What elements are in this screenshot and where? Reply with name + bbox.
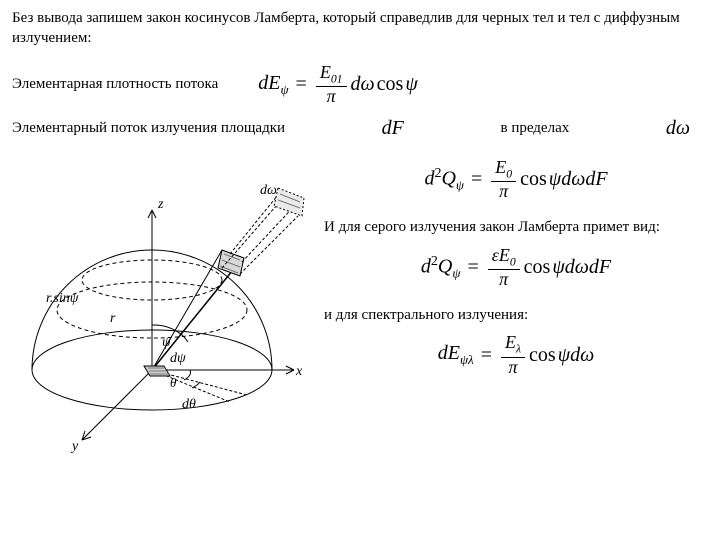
sym-domega: dω xyxy=(666,117,690,140)
label-limits: в пределах xyxy=(500,120,569,137)
para-grey: И для серого излучения закон Ламберта пр… xyxy=(324,218,708,238)
label-psi: ψ xyxy=(162,335,171,350)
axis-x-label: x xyxy=(295,364,303,379)
row-flux-density: Элементарная плотность потока dEψ = E01 … xyxy=(12,63,708,107)
axis-z-label: z xyxy=(157,197,164,212)
eq-d2Q: d2Qψ = E0 π cosψdωdF xyxy=(324,158,708,202)
label-dpsi: dψ xyxy=(170,351,186,366)
label-rsin: r.sinψ xyxy=(46,291,79,306)
row-radiation-flux: Элементарный поток излучения площадки dF… xyxy=(12,117,708,140)
label-flux-density: Элементарная плотность потока xyxy=(12,76,218,93)
label-r: r xyxy=(110,311,116,326)
axis-y-label: y xyxy=(70,439,79,454)
sym-dF: dF xyxy=(382,117,404,140)
label-theta: θ xyxy=(170,375,177,390)
para-spectral: и для спектрального излучения: xyxy=(324,306,708,326)
intro-text: Без вывода запишем закон косинусов Ламбе… xyxy=(12,8,708,49)
eq-grey: d2Qψ = εE0 π cosψdωdF xyxy=(324,246,708,290)
eq-flux-density: dEψ = E01 π dω cos ψ xyxy=(258,63,417,107)
eq-spectral: dEψλ = Eλ π cosψdω xyxy=(324,333,708,377)
label-domega: dω xyxy=(260,183,277,198)
hemisphere-diagram: z x y r r.sinψ ψ dψ θ dθ dω xyxy=(12,150,312,465)
label-radiation-flux: Элементарный поток излучения площадки xyxy=(12,120,285,137)
label-dtheta: dθ xyxy=(182,397,196,412)
